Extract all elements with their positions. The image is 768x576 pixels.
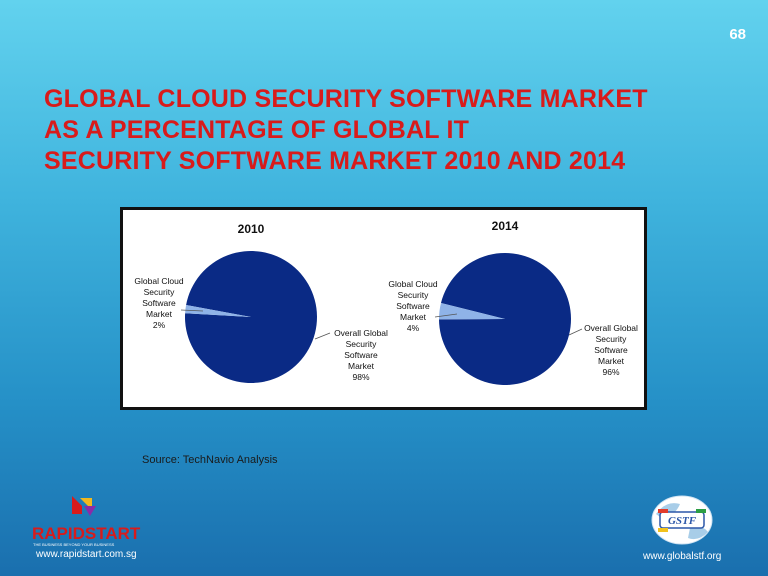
rapidstart-url[interactable]: www.rapidstart.com.sg xyxy=(36,549,137,560)
gstf-stripe-red xyxy=(658,509,668,513)
pie-slice-cloud xyxy=(439,302,505,320)
rapidstart-tagline: THE BUSINESS BEYOND YOUR BUSINESS xyxy=(33,542,115,547)
pie-title: 2014 xyxy=(492,219,519,233)
gstf-stripe-yellow xyxy=(658,528,668,532)
source-note: Source: TechNavio Analysis xyxy=(142,454,278,466)
pie-slice-cloud xyxy=(185,305,251,317)
gstf-stripe-green xyxy=(696,509,706,513)
title-line: AS A PERCENTAGE OF GLOBAL IT xyxy=(44,116,470,144)
pie-label-overall: Overall Global Security Software Market 98% xyxy=(334,328,388,382)
rapidstart-mark-red xyxy=(72,496,82,514)
pie-slice-overall xyxy=(185,251,317,383)
slide-title: GLOBAL CLOUD SECURITY SOFTWARE MARKET AS… xyxy=(44,84,744,177)
pie-label-overall: Overall Global Security Software Market 96% xyxy=(584,323,638,377)
leader-line xyxy=(314,332,331,340)
leader-line xyxy=(180,309,204,312)
pie-label-cloud: Global Cloud Security Software Market 4% xyxy=(388,279,437,333)
gstf-url[interactable]: www.globalstf.org xyxy=(643,551,722,562)
slide-number: 68 xyxy=(729,26,746,43)
title-line: GLOBAL CLOUD SECURITY SOFTWARE MARKET xyxy=(44,85,648,113)
pie-charts-panel: 2010 Global Cloud Security Software Market 2%… xyxy=(120,207,647,410)
pie-slice-overall xyxy=(439,252,571,385)
rapidstart-mark-purple xyxy=(84,506,96,516)
pie-charts-svg: 2010 Global Cloud Security Software Market 2%… xyxy=(134,219,638,385)
leader-line xyxy=(434,313,458,318)
leader-line xyxy=(568,328,583,336)
gstf-wordmark: GSTF xyxy=(668,515,697,527)
gstf-logo: GSTF xyxy=(651,495,713,545)
gstf-globe-land xyxy=(688,526,708,540)
pie-label-cloud: Global Cloud Security Software Market 2% xyxy=(134,276,183,330)
title-line: SECURITY SOFTWARE MARKET 2010 AND 2014 xyxy=(44,147,626,175)
rapidstart-wordmark: RAPIDSTART xyxy=(32,524,141,543)
gstf-badge xyxy=(659,511,705,529)
rapidstart-logo: RAPIDSTART THE BUSINESS BEYOND YOUR BUSI… xyxy=(32,496,141,547)
pie-title: 2010 xyxy=(238,222,265,236)
